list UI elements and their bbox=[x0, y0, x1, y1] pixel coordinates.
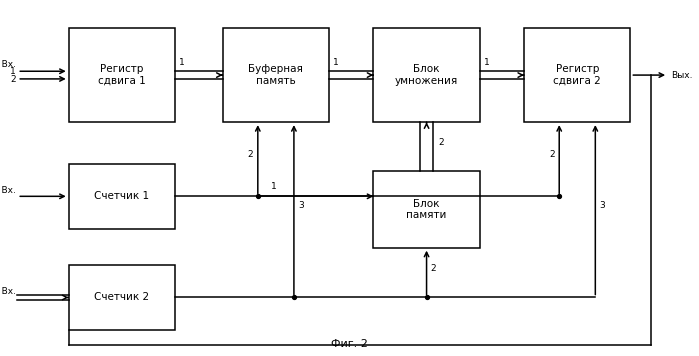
Text: Счетчик 1: Счетчик 1 bbox=[94, 191, 150, 201]
Bar bbox=[69, 265, 175, 330]
Bar bbox=[373, 171, 480, 248]
Bar bbox=[223, 28, 329, 122]
Bar bbox=[524, 28, 630, 122]
Text: Фиг. 2: Фиг. 2 bbox=[331, 339, 368, 349]
Bar bbox=[69, 28, 175, 122]
Text: 1 Вх.: 1 Вх. bbox=[0, 61, 16, 69]
Text: 1: 1 bbox=[484, 58, 489, 67]
Text: 1: 1 bbox=[10, 67, 16, 76]
Text: Блок
памяти: Блок памяти bbox=[406, 199, 447, 220]
Text: 1: 1 bbox=[333, 58, 339, 67]
Text: Блок
умножения: Блок умножения bbox=[395, 64, 458, 86]
Bar bbox=[373, 28, 480, 122]
Text: Буферная
память: Буферная память bbox=[248, 64, 303, 86]
Text: 2: 2 bbox=[10, 75, 16, 84]
Text: Регистр
сдвига 1: Регистр сдвига 1 bbox=[98, 64, 145, 86]
Text: 2: 2 bbox=[431, 264, 436, 273]
Text: 2: 2 bbox=[549, 150, 555, 159]
Bar bbox=[69, 164, 175, 229]
Text: Вых.: Вых. bbox=[672, 70, 693, 80]
Text: 3: 3 bbox=[298, 201, 304, 210]
Text: 1: 1 bbox=[271, 182, 277, 191]
Text: 2: 2 bbox=[247, 150, 253, 159]
Text: 2: 2 bbox=[438, 138, 444, 147]
Text: Регистр
сдвига 2: Регистр сдвига 2 bbox=[554, 64, 601, 86]
Text: Счетчик 2: Счетчик 2 bbox=[94, 293, 150, 303]
Text: 3 Вх.: 3 Вх. bbox=[0, 287, 16, 296]
Text: 2 Вх.: 2 Вх. bbox=[0, 185, 16, 195]
Text: 3: 3 bbox=[600, 201, 605, 210]
Text: 1: 1 bbox=[179, 58, 185, 67]
